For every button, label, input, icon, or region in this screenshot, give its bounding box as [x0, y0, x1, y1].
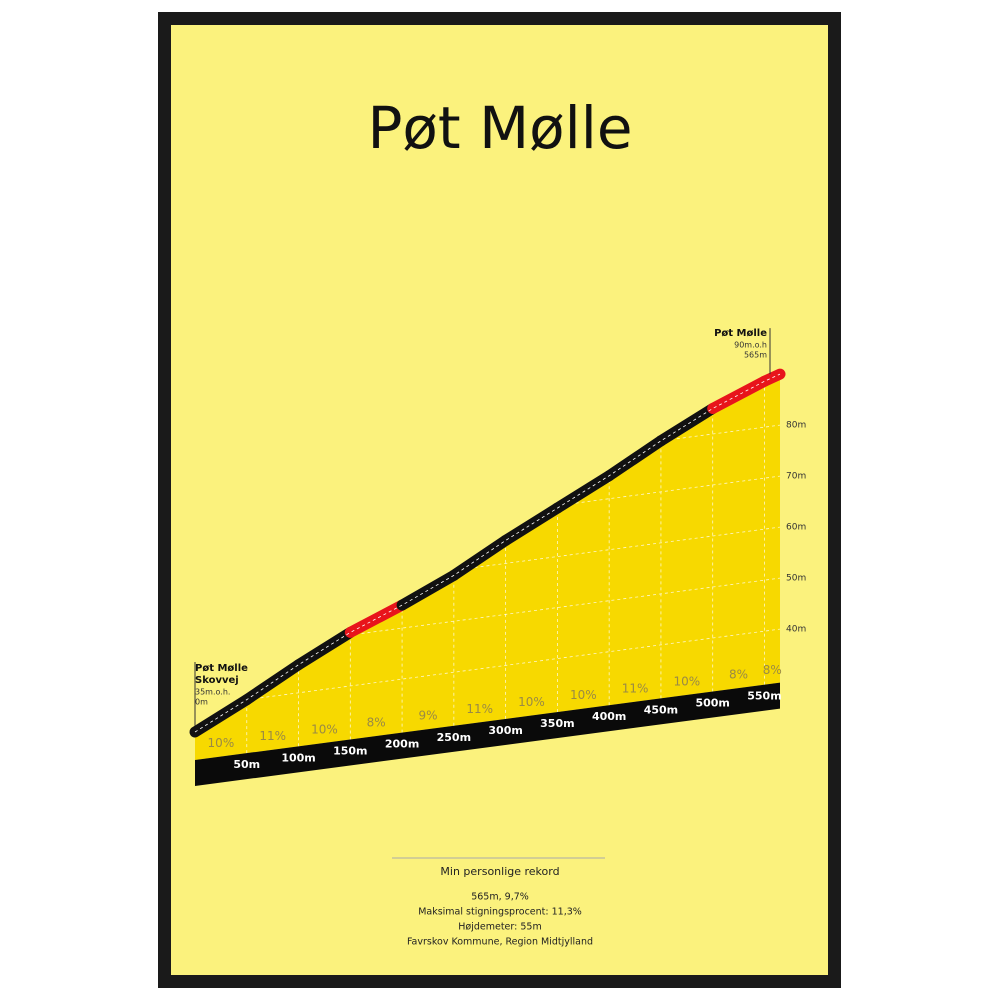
x-tick-label: 550m [747, 690, 781, 703]
grade-label: 8% [729, 668, 748, 682]
x-tick-label: 350m [540, 717, 574, 730]
end-distance: 565m [744, 351, 767, 360]
grade-label: 8% [367, 716, 386, 730]
x-tick-label: 50m [233, 758, 260, 771]
grid-line [195, 628, 780, 707]
grade-label: 10% [518, 695, 545, 709]
footer-line: Maksimal stigningsprocent: 11,3% [418, 907, 582, 918]
footer-line: Favrskov Kommune, Region Midtjylland [407, 937, 593, 948]
start-name: Pøt Mølle [195, 663, 248, 674]
grade-label: 11% [622, 681, 649, 695]
start-name: Skovvej [195, 675, 239, 686]
x-tick-label: 300m [488, 724, 522, 737]
grade-label: 8% [763, 663, 782, 677]
x-tick-label: 500m [695, 697, 729, 710]
x-tick-label: 200m [385, 738, 419, 751]
grade-label: 11% [259, 729, 286, 743]
distance-strip [195, 682, 780, 786]
grade-label: 10% [673, 674, 700, 688]
y-tick-label: 80m [786, 421, 806, 431]
road-segment [758, 368, 786, 387]
grade-label: 9% [418, 709, 437, 723]
x-tick-label: 250m [437, 731, 471, 744]
grade-label: 11% [466, 702, 493, 716]
grade-label: 10% [208, 736, 235, 750]
end-elevation: 90m.o.h [734, 341, 767, 350]
start-distance: 0m [195, 698, 208, 707]
grade-label: 10% [311, 722, 338, 736]
grade-label: 10% [570, 688, 597, 702]
title: Pøt Mølle [367, 94, 632, 162]
footer-heading: Min personlige rekord [440, 865, 559, 878]
y-tick-label: 40m [786, 625, 806, 635]
start-elevation: 35m.o.h. [195, 688, 230, 697]
x-tick-label: 100m [281, 751, 315, 764]
x-tick-label: 150m [333, 744, 367, 757]
y-tick-label: 50m [786, 574, 806, 584]
footer-line: 565m, 9,7% [471, 892, 529, 903]
x-tick-label: 400m [592, 710, 626, 723]
y-tick-label: 70m [786, 472, 806, 482]
elevation-area [195, 374, 780, 760]
end-name: Pøt Mølle [714, 328, 767, 339]
footer-line: Højdemeter: 55m [458, 922, 541, 933]
x-tick-label: 450m [644, 703, 678, 716]
y-tick-label: 60m [786, 523, 806, 533]
